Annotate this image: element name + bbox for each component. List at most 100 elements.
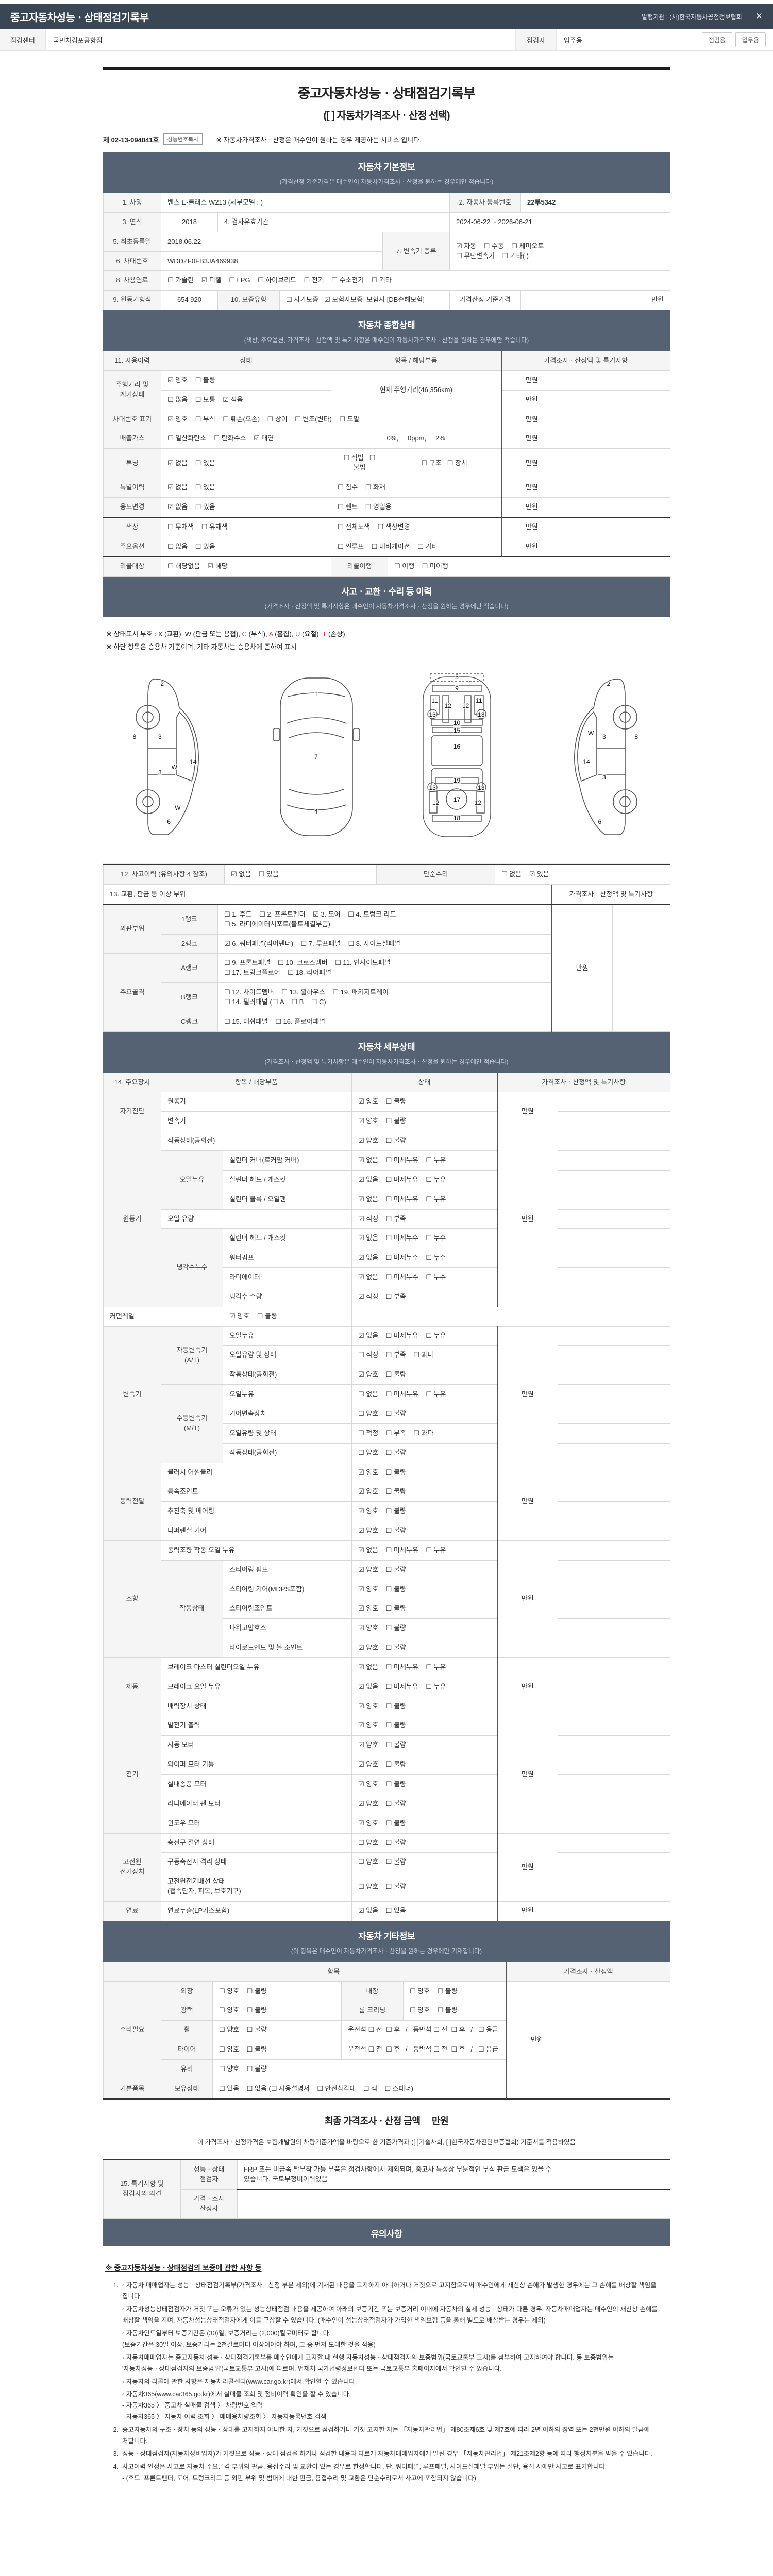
table-cell: 차대번호 표기 [103, 409, 161, 430]
section-accident-title: 사고ㆍ교환ㆍ수리 등 이력 [341, 587, 432, 597]
table-cell [103, 1961, 161, 1982]
table-cell: 3. 연식 [103, 212, 161, 232]
diagram-mark: 12 [474, 799, 482, 807]
notice-text: ◦ 자동차365(www.car365.go.kr)에서 실매물 조회 및 정비… [122, 2391, 351, 2421]
table-cell [558, 1872, 671, 1902]
table-cell: A랭크 [161, 953, 218, 984]
table-cell: ☐ 양호 ☐ 불량 [212, 2059, 507, 2079]
table-cell [558, 1228, 671, 1249]
notice-line: 3. 성능ㆍ상태점검자(자동차정비업자)가 거짓으로 성능ㆍ상태 점검을 하거나… [105, 2449, 668, 2460]
table-cell: 가격조사ㆍ산정액 및 특기사항 [551, 885, 671, 905]
table-cell: 동력조향 작동 오일 누유 [160, 1540, 352, 1561]
car-diagram-left-side: 2 8 3 14 W 3 W 6 [120, 672, 231, 842]
table-cell [558, 1092, 671, 1112]
special-history: ☑ 없음 ☐ 있음 [161, 477, 331, 498]
table-cell: 타이어 [161, 2040, 213, 2060]
table-cell: B랭크 [161, 982, 218, 1012]
table-cell: 14. 주요장치 [103, 1072, 161, 1093]
table-cell: 냉각수 수량 [222, 1286, 352, 1307]
table-cell: 스티어링 기어(MDPS포함) [222, 1579, 352, 1600]
table-cell: 작동상태(공회전) [160, 1131, 352, 1151]
table-cell: 7. 변속기 종류 [382, 231, 450, 272]
table-cell: 만원 [500, 448, 563, 478]
basic-info-table: 1. 차명 벤츠 E-클래스 W213 (세부모델 : ) 2. 자동차 등록번호 2… [103, 193, 670, 311]
table-cell: ☐ 양호 ☐ 불량 [212, 2001, 342, 2021]
table-cell: 변속기 [160, 1111, 352, 1132]
table-cell [558, 1852, 671, 1873]
engine-model: 654 920 [161, 290, 218, 311]
car-diagram-bottom: 5 9 11 11 12 12 13 13 10 15 16 19 13 13 17 12 12 18 [401, 672, 512, 842]
table-cell: 원동기 [160, 1092, 352, 1112]
table-cell: ☑ 양호 ☐ 불량 [351, 1755, 498, 1775]
table-cell [558, 1365, 671, 1385]
table-cell: ☐ 적정 ☐ 부족 ☐ 과다 [351, 1423, 498, 1444]
diagram-mark: 7 [314, 753, 318, 761]
diagram-mark: W [171, 763, 178, 771]
diagram-mark: 3 [158, 733, 162, 740]
diagram-mark: 11 [475, 697, 483, 705]
diagram-mark: 13 [428, 710, 436, 718]
table-cell: ☑ 양호 ☐ 불량 [351, 1462, 498, 1483]
table-cell: 냉각수누수 [161, 1228, 223, 1307]
table-cell: ☑ 양호 ☐ 불량 [351, 1579, 498, 1600]
notice-line: ◦ 자동차성능상태점검자가 거짓 또는 오류가 있는 성능상태점검 내용을 제공… [105, 2304, 668, 2327]
table-cell: 상태 [161, 351, 331, 371]
table-cell: 발전기 출력 [160, 1716, 352, 1736]
diagram-mark: 10 [452, 719, 461, 727]
notice-number: 3. [113, 2450, 119, 2458]
table-cell: 자동변속기 (A/T) [161, 1326, 223, 1385]
etc-info-table: 항목 가격조사ㆍ산정액 수리필요 외장 ☐ 양호 ☐ 불량 내장 ☐ 양호 ☐ 불량 만원 광택… [103, 1961, 671, 2099]
page: 중고자동차성능ㆍ상태점검기록부 발행기관 : (사)한국자동차공정정보협회 ✕ … [0, 4, 773, 2482]
table-cell: 만원 [500, 497, 563, 518]
table-cell: ☑ 양호 ☐ 불량 [351, 1793, 498, 1814]
diagram-mark: 8 [132, 733, 137, 740]
table-cell [562, 448, 671, 478]
table-cell [558, 1813, 671, 1834]
table-cell: 스티어링조인트 [222, 1599, 352, 1619]
table-cell [558, 1521, 671, 1541]
serial-row: 제 02-13-094041호 성능번호복사 ※ 자동차가격조사ㆍ산정은 매수인… [103, 133, 670, 145]
table-cell: ☑ 양호 ☐ 불량 [351, 1813, 498, 1834]
table-cell [562, 477, 671, 498]
table-cell: 연료누출(LP가스포함) [160, 1901, 352, 1921]
table-cell: ☑ 없음 ☐ 미세누유 ☐ 누유 [351, 1657, 498, 1677]
diagram-mark: 13 [428, 784, 436, 791]
table-cell: 운전석 ☐ 전 ☐ 후 / 동반석 ☐ 전 ☐ 후 / ☐ 응급 [341, 2020, 507, 2041]
table-cell: 만원 [496, 1901, 559, 1921]
notice-number [105, 2377, 122, 2388]
table-cell: 성능ㆍ상태 점검자 [180, 2159, 238, 2190]
table-cell: 배력장치 상태 [160, 1696, 352, 1717]
copy-serial-button[interactable]: 성능번호복사 [163, 133, 203, 145]
table-cell [351, 1306, 498, 1327]
table-cell: ☐ 침수 ☐ 화재 [330, 477, 502, 498]
table-cell: 와이퍼 모터 기능 [160, 1755, 352, 1775]
mileage-level: ☐ 많음 ☐ 보통 ☑ 적음 [161, 389, 331, 410]
inspector-label: 점검자 [516, 29, 557, 50]
inspection-view-button[interactable]: 점검용 [701, 32, 732, 47]
close-icon[interactable]: ✕ [755, 11, 763, 21]
section-overall-subtitle: (색상, 주요옵션, 가격조사ㆍ산정액 및 특기사항은 매수인이 자동차가격조사… [244, 336, 529, 344]
table-cell: 작동상태(공회전) [222, 1365, 352, 1385]
table-cell: 리콜이행 [331, 556, 388, 577]
model-year: 2018 [161, 212, 218, 232]
table-cell: ☑ 양호 ☐ 불량 [351, 1131, 498, 1151]
table-cell: 수리필요 [103, 1981, 161, 2079]
table-cell: 라디에이터 [222, 1267, 352, 1287]
business-view-button[interactable]: 업무용 [735, 32, 766, 47]
car-right-side-outline [574, 679, 637, 835]
notice-line: ◦ 자동차인도일부터 보증기간은 (30)일, 보증거리는 (2,000)킬로미… [105, 2328, 668, 2351]
odometer-reading: 현재 주행거리(46,356km) [330, 370, 502, 410]
transmission-type: ☑ 자동 ☐ 수동 ☐ 세미오토 ☐ 무단변속기 ☐ 기타( ) [449, 231, 670, 272]
notice-text: ◦ 자동차인도일부터 보증기간은 (30)일, 보증거리는 (2,000)킬로미… [122, 2330, 376, 2348]
plate-number: 22루5342 [520, 193, 670, 213]
table-cell: 주행거리 및 계기상태 [103, 370, 161, 410]
table-cell [558, 1111, 671, 1132]
table-cell [558, 1833, 671, 1853]
notice-text: 중고자동차의 구조ㆍ장치 등의 성능ㆍ상태를 고지하지 아니한 자, 거짓으로 … [122, 2426, 652, 2445]
table-cell: 오일 유량 [160, 1209, 352, 1229]
table-cell: 가격산정 기준가격 [449, 290, 521, 311]
table-cell: 13. 교환, 판금 등 이상 부위 [103, 885, 552, 905]
accident-history-table: 12. 사고이력 (유의사항 4 참조) ☑ 없음 ☐ 있음 단순수리 ☐ 없음 ☑ … [103, 864, 670, 885]
table-cell: 8. 사용연료 [103, 270, 161, 291]
table-cell: 클러치 어셈블리 [160, 1462, 352, 1483]
